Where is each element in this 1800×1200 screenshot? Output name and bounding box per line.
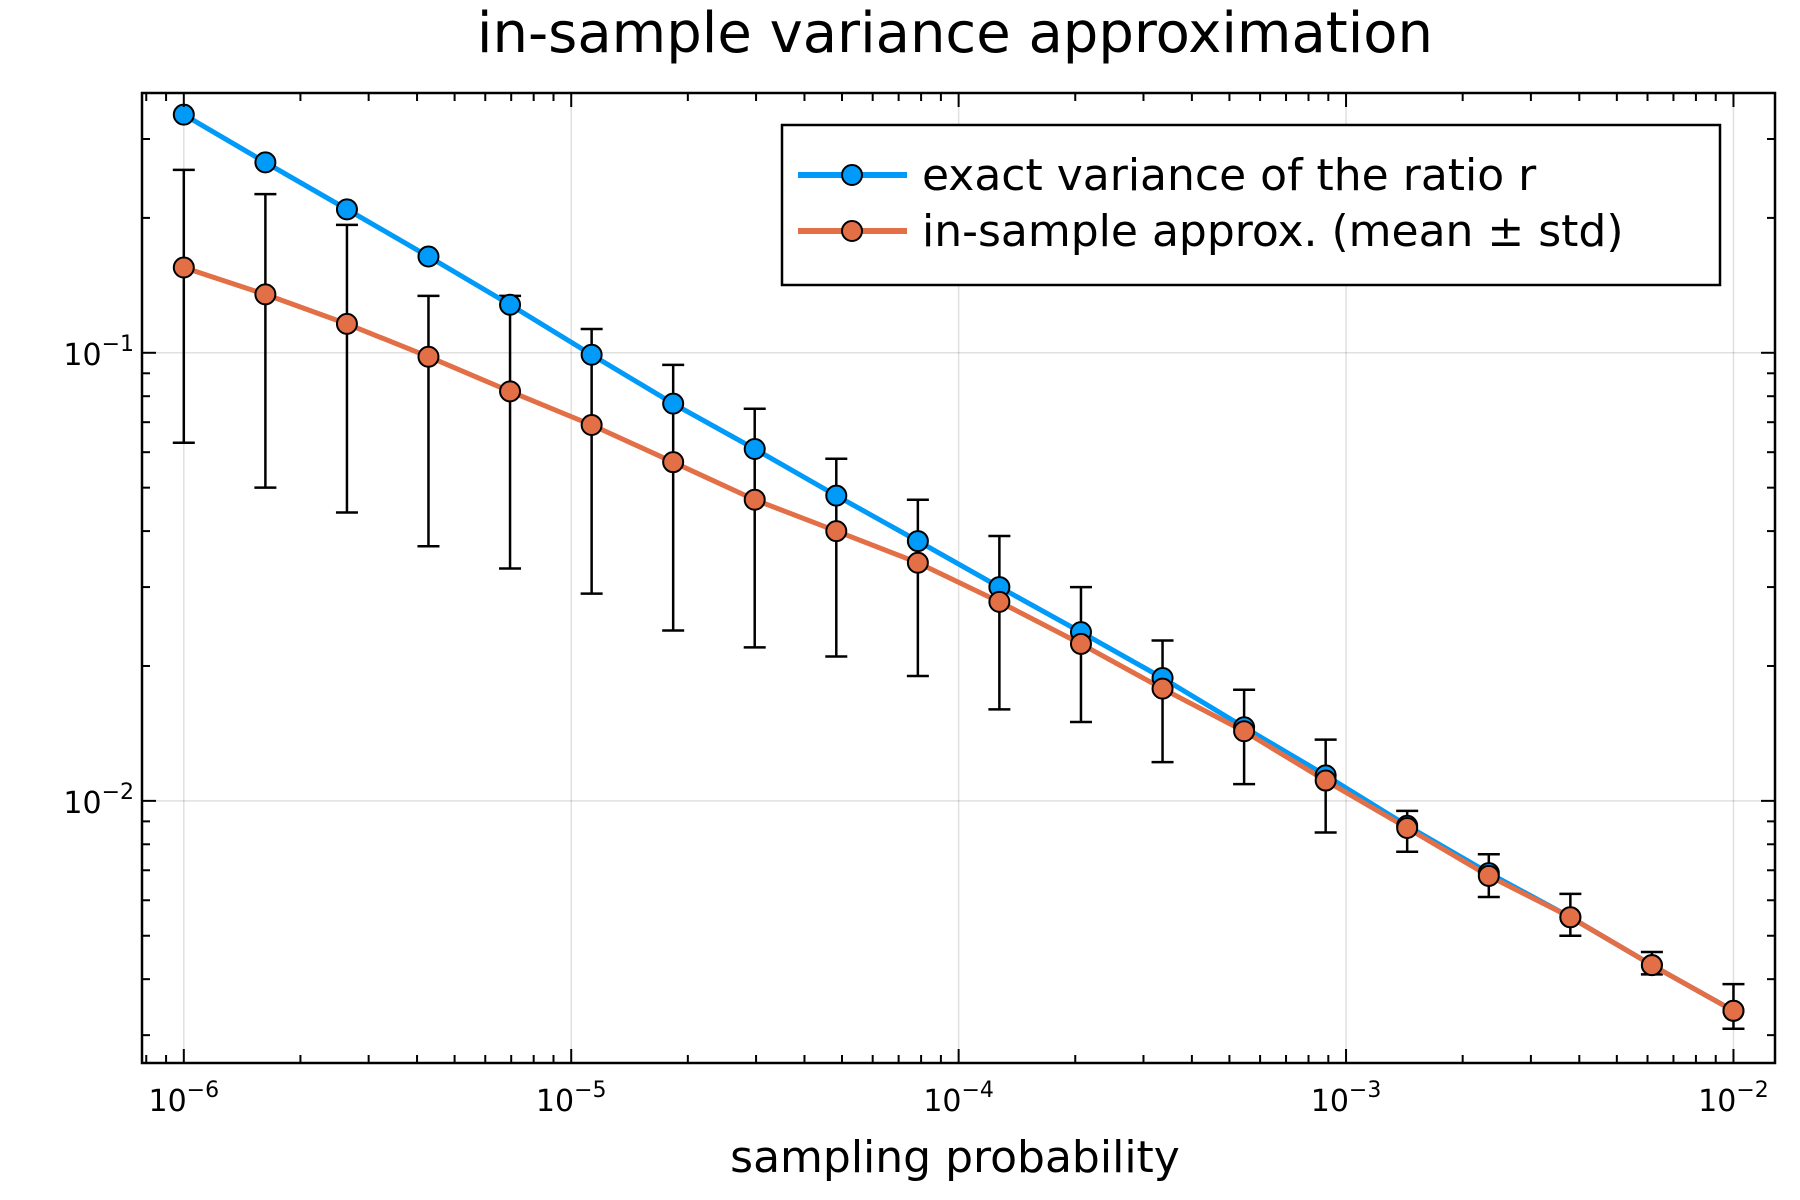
- series-1-point: [906, 530, 929, 553]
- legend-swatch-marker: [841, 220, 863, 242]
- series-2-point: [1559, 906, 1582, 929]
- x-tick-label-exponent: −4: [962, 1078, 994, 1103]
- plot-series: [172, 103, 1745, 1031]
- series-2-point: [662, 451, 685, 474]
- x-tick-label: 10−3: [1311, 1078, 1382, 1119]
- legend-swatch-marker: [841, 164, 863, 186]
- error-bar: [906, 498, 929, 678]
- x-tick-label: 10−6: [148, 1078, 219, 1119]
- series-1-point: [580, 343, 603, 366]
- x-tick-label-base: 10: [536, 1084, 574, 1119]
- series-1-point: [335, 198, 358, 221]
- series-2-point: [172, 256, 195, 279]
- y-tick-label-base: 10: [63, 338, 101, 373]
- series-2-point: [1722, 999, 1745, 1022]
- x-tick-label-exponent: −2: [1736, 1078, 1768, 1103]
- series-2-point: [825, 520, 848, 543]
- series-2-point: [417, 345, 440, 368]
- x-tick-label-base: 10: [148, 1084, 186, 1119]
- error-bar: [417, 294, 440, 548]
- series-1-point: [254, 151, 277, 174]
- series-1-point: [172, 103, 195, 126]
- y-tick-label-exponent: −1: [102, 332, 134, 357]
- error-bar: [172, 168, 195, 444]
- series-2-point: [906, 551, 929, 574]
- x-tick-label-exponent: −5: [574, 1078, 606, 1103]
- x-tick-label: 10−4: [923, 1078, 994, 1119]
- series-2-point: [1396, 816, 1419, 839]
- series-1-point: [825, 484, 848, 507]
- x-tick-label-base: 10: [923, 1084, 961, 1119]
- error-bar: [580, 327, 603, 595]
- series-1-point: [662, 392, 685, 415]
- series-1-point: [417, 245, 440, 268]
- series-2-point: [254, 283, 277, 306]
- chart-title: in-sample variance approximation: [477, 1, 1433, 66]
- series-1-point: [499, 293, 522, 316]
- axes: 10−6 10−5 10−4 10−3 10−210−210−1: [63, 93, 1775, 1119]
- series-2-point: [335, 312, 358, 335]
- error-bar: [988, 534, 1011, 711]
- series-2-point: [1314, 769, 1337, 792]
- series-2-point: [1477, 864, 1500, 887]
- y-tick-label-exponent: −2: [102, 780, 134, 805]
- error-bar: [254, 192, 277, 489]
- legend-label: in-sample approx. (mean ± std): [922, 206, 1624, 257]
- legend: exact variance of the ratio rin-sample a…: [780, 123, 1722, 287]
- series-1-point: [743, 437, 766, 460]
- y-tick-label-base: 10: [63, 786, 101, 821]
- x-tick-label-base: 10: [1698, 1084, 1736, 1119]
- x-tick-label: 10−2: [1698, 1078, 1769, 1119]
- series-2-point: [499, 380, 522, 403]
- legend-label: exact variance of the ratio r: [922, 150, 1537, 201]
- series-2-point: [988, 590, 1011, 613]
- series-2-point: [1640, 954, 1663, 977]
- x-axis-label: sampling probability: [730, 1132, 1180, 1183]
- error-bar: [1151, 639, 1174, 764]
- x-tick-label-base: 10: [1311, 1084, 1349, 1119]
- x-tick-label-exponent: −6: [187, 1078, 219, 1103]
- series-line-2: [183, 265, 1735, 1013]
- series-2-point: [1151, 677, 1174, 700]
- y-tick-label: 10−1: [63, 332, 134, 373]
- series-2-point: [1069, 632, 1092, 655]
- series-2-point: [580, 413, 603, 436]
- x-tick-label-exponent: −3: [1349, 1078, 1381, 1103]
- x-tick-label: 10−5: [536, 1078, 607, 1119]
- legend-box: [780, 123, 1722, 287]
- series-2-point: [1233, 720, 1256, 743]
- series-2-point: [743, 488, 766, 511]
- error-bar: [335, 223, 358, 514]
- y-tick-label: 10−2: [63, 780, 134, 821]
